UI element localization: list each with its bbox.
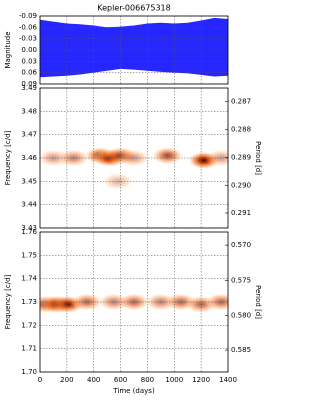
y-axis-label: Frequency [c/d] bbox=[4, 274, 12, 329]
y-tick-label: 1.73 bbox=[21, 298, 37, 306]
chart: Kepler-006675318 -0.09 -0.06 -0.03 0.00 0.03… bbox=[4, 4, 262, 396]
y-tick-label: 0.09 bbox=[21, 80, 37, 88]
y2-tick-label: 0.291 bbox=[231, 209, 251, 217]
x-tick-label: 1400 bbox=[219, 376, 237, 384]
y-tick-label: 1.74 bbox=[21, 275, 37, 283]
y2-tick-label: 0.289 bbox=[231, 154, 251, 162]
y2-tick-label: 0.585 bbox=[231, 346, 251, 354]
plot-frame bbox=[39, 87, 229, 229]
y-tick-label: 1.70 bbox=[21, 368, 37, 376]
power-blob bbox=[205, 293, 228, 311]
light-curve bbox=[40, 17, 228, 78]
x-tick-label: 0 bbox=[38, 376, 42, 384]
y-tick-label: 3.49 bbox=[21, 84, 37, 92]
y-tick-label: -0.09 bbox=[19, 12, 37, 20]
y-tick-label: 0.06 bbox=[21, 69, 37, 77]
y-tick-label: 3.45 bbox=[21, 177, 37, 185]
power-blob bbox=[101, 172, 134, 191]
x-tick-label: 1200 bbox=[192, 376, 210, 384]
y2-tick-label: 0.575 bbox=[231, 277, 251, 285]
y-tick-label: 1.71 bbox=[21, 345, 37, 353]
x-tick-label: 600 bbox=[114, 376, 127, 384]
y-tick-label: 0.00 bbox=[21, 46, 37, 54]
y-axis-label: Frequency [c/d] bbox=[4, 130, 12, 185]
power-blob bbox=[71, 293, 103, 311]
x-axis-label: Time (days) bbox=[112, 387, 155, 395]
x-tick-label: 200 bbox=[60, 376, 73, 384]
y-tick-label: 1.72 bbox=[21, 321, 37, 329]
y2-tick-label: 0.287 bbox=[231, 97, 251, 105]
plot-frame bbox=[39, 15, 229, 85]
y-tick-label: 3.47 bbox=[21, 131, 37, 139]
y-tick-label: -0.03 bbox=[19, 35, 37, 43]
y2-axis-label: Period [d] bbox=[254, 285, 262, 319]
y2-axis-label: Period [d] bbox=[254, 141, 262, 175]
y-tick-label: 3.48 bbox=[21, 107, 37, 115]
x-tick-label: 1000 bbox=[165, 376, 183, 384]
y2-tick-label: 0.570 bbox=[231, 241, 251, 249]
y-tick-label: 3.46 bbox=[21, 154, 37, 162]
plot-frame bbox=[39, 231, 229, 373]
x-tick-label: 800 bbox=[141, 376, 154, 384]
y-tick-label: 1.76 bbox=[21, 228, 37, 236]
y2-tick-label: 0.290 bbox=[231, 181, 251, 189]
x-tick-label: 400 bbox=[87, 376, 100, 384]
y-tick-label: 3.43 bbox=[21, 224, 37, 232]
y-tick-label: 0.03 bbox=[21, 57, 37, 65]
power-blob bbox=[151, 146, 184, 165]
y-tick-label: -0.06 bbox=[19, 23, 38, 31]
y-axis-label: Magnitude bbox=[4, 31, 12, 68]
chart-title: Kepler-006675318 bbox=[97, 4, 170, 13]
power-blob bbox=[205, 149, 228, 167]
y2-tick-label: 0.288 bbox=[231, 125, 251, 133]
y-tick-label: 1.75 bbox=[21, 251, 37, 259]
y-tick-label: 3.44 bbox=[21, 201, 37, 209]
y2-tick-label: 0.580 bbox=[231, 312, 251, 320]
